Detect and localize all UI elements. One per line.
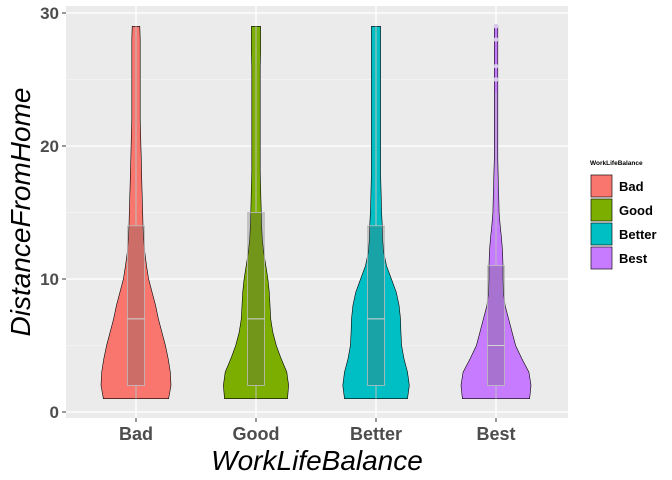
legend-key [590,198,613,222]
x-tick-label: Good [233,424,280,444]
y-axis: 0 10 20 30 [40,4,66,422]
outlier-point [493,23,499,29]
x-axis-title: WorkLifeBalance [211,445,423,476]
legend-label: Best [619,251,648,266]
x-tick-label: Best [476,424,515,444]
legend: WorkLifeBalance Bad Good Better Best [590,160,657,270]
y-tick-label: 0 [50,403,59,422]
y-tick-label: 30 [40,4,59,23]
outlier-point [493,63,499,69]
box-bad [127,225,145,386]
legend-title: WorkLifeBalance [590,160,643,167]
outlier-point [493,37,499,42]
y-tick-label: 20 [40,137,59,156]
box-good [247,212,265,386]
outlier-point [493,77,499,82]
y-axis-title: DistanceFromHome [5,88,36,337]
legend-key [590,246,613,270]
violins [100,23,532,400]
box-best [487,265,505,386]
x-tick-label: Better [350,424,402,444]
legend-label: Bad [619,179,644,194]
legend-label: Better [619,227,657,242]
box-better [367,225,385,386]
legend-key [590,222,613,246]
x-tick-label: Bad [119,424,153,444]
y-tick-label: 10 [40,270,59,289]
legend-label: Good [619,203,653,218]
x-axis: Bad Good Better Best [119,418,516,444]
legend-key [590,174,613,198]
